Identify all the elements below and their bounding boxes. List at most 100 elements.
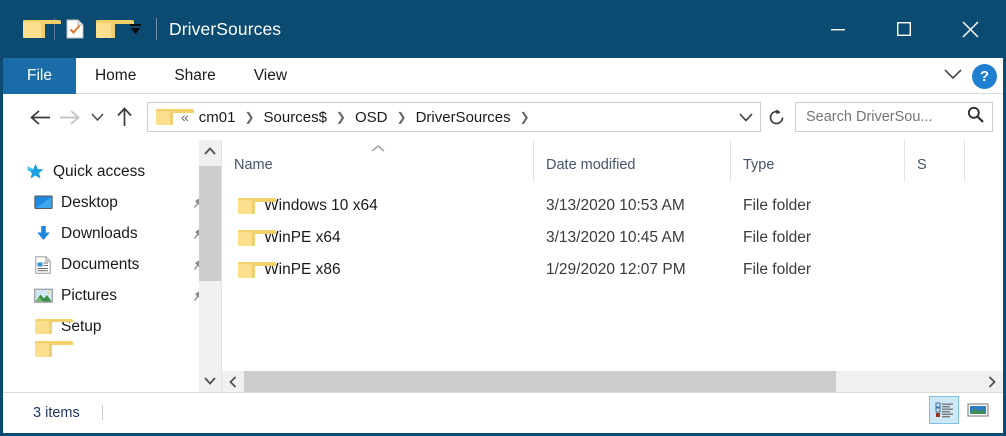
- title-bar: DriverSources: [3, 0, 1003, 58]
- folder-icon: [238, 262, 276, 278]
- status-divider: [101, 405, 103, 420]
- file-name-label: Windows 10 x64: [264, 197, 378, 214]
- scroll-up-icon[interactable]: [199, 140, 221, 162]
- sidebar-item-documents[interactable]: Documents: [3, 249, 221, 280]
- file-name-cell[interactable]: WinPE x64: [222, 229, 534, 247]
- search-box[interactable]: [795, 102, 993, 132]
- file-list-pane: Name Date modified Type S: [221, 140, 1003, 393]
- sidebar-item-downloads[interactable]: Downloads: [3, 218, 221, 249]
- sidebar-item-quick-access[interactable]: Quick access: [3, 156, 221, 187]
- file-type-cell: File folder: [743, 197, 812, 214]
- column-header-label: Type: [743, 157, 775, 173]
- file-date-cell: 1/29/2020 12:07 PM: [546, 261, 686, 278]
- horizontal-scroll-track[interactable]: [244, 370, 981, 393]
- sidebar-item-setup[interactable]: Setup: [3, 311, 221, 342]
- navigation-scroll-thumb[interactable]: [199, 166, 221, 281]
- minimize-button[interactable]: [805, 0, 871, 58]
- tab-view[interactable]: View: [253, 67, 288, 84]
- picture-icon: [33, 287, 53, 305]
- navigation-scrollbar[interactable]: [199, 140, 221, 392]
- file-type-cell: File folder: [743, 261, 812, 278]
- forward-button[interactable]: [55, 102, 85, 132]
- navigation-scroll-track[interactable]: [199, 162, 221, 370]
- window-title: DriverSources: [169, 18, 282, 39]
- tab-file[interactable]: File: [3, 58, 76, 94]
- details-view-button[interactable]: [929, 396, 959, 424]
- column-header-date-modified[interactable]: Date modified: [534, 140, 731, 182]
- breadcrumb-separator-icon[interactable]: ❯: [244, 110, 255, 124]
- quick-access-toolbar: [19, 0, 169, 58]
- view-mode-buttons: [929, 396, 993, 424]
- breadcrumb-separator-icon[interactable]: ❯: [519, 110, 530, 124]
- sort-ascending-icon: [371, 143, 385, 155]
- star-icon: [25, 163, 45, 181]
- table-row[interactable]: Windows 10 x64 3/13/2020 10:53 AM File f…: [222, 190, 1003, 222]
- document-icon: [33, 255, 53, 274]
- tab-home[interactable]: Home: [94, 67, 137, 84]
- table-row[interactable]: WinPE x86 1/29/2020 12:07 PM File folder: [222, 254, 1003, 286]
- file-type-cell: File folder: [743, 229, 812, 246]
- window-folder-icon[interactable]: [19, 12, 61, 46]
- window-frame-bottom: [3, 433, 1006, 436]
- column-header-label: Date modified: [546, 157, 636, 173]
- sidebar-item-pictures[interactable]: Pictures: [3, 280, 221, 311]
- breadcrumb-item-sources[interactable]: Sources$: [263, 108, 327, 126]
- up-button[interactable]: [109, 102, 139, 132]
- large-icons-view-button[interactable]: [963, 396, 993, 424]
- file-date-cell: 3/13/2020 10:45 AM: [546, 229, 685, 246]
- column-header-type[interactable]: Type: [731, 140, 905, 182]
- file-name-cell[interactable]: WinPE x86: [222, 261, 534, 279]
- new-folder-icon[interactable]: [90, 12, 134, 46]
- scroll-left-icon[interactable]: [222, 371, 244, 393]
- sidebar-item-partial[interactable]: [3, 340, 221, 358]
- file-name-label: WinPE x86: [264, 261, 341, 278]
- scroll-down-icon[interactable]: [199, 370, 221, 392]
- navigation-pane: Quick access Desktop: [3, 140, 221, 392]
- column-header-name[interactable]: Name: [222, 140, 534, 182]
- breadcrumb-folder-icon: [156, 109, 194, 125]
- breadcrumb-overflow-icon[interactable]: «: [181, 109, 189, 125]
- window-controls: [805, 0, 1003, 58]
- customize-qat-chevron-icon[interactable]: [120, 12, 150, 46]
- sidebar-item-label: Pictures: [61, 286, 117, 304]
- refresh-icon[interactable]: [761, 102, 791, 132]
- address-dropdown-chevron-icon[interactable]: [732, 103, 760, 131]
- file-name-cell[interactable]: Windows 10 x64: [222, 197, 534, 215]
- file-rows: Windows 10 x64 3/13/2020 10:53 AM File f…: [222, 182, 1003, 370]
- horizontal-scroll-thumb[interactable]: [244, 370, 836, 393]
- breadcrumb-item-cm01[interactable]: cm01: [198, 108, 236, 126]
- sidebar-item-label: Documents: [61, 255, 140, 273]
- folder-icon: [238, 198, 276, 214]
- sidebar-item-label: Desktop: [61, 193, 118, 211]
- help-icon[interactable]: ?: [972, 63, 997, 89]
- recent-locations-chevron-icon[interactable]: [85, 102, 109, 132]
- breadcrumb[interactable]: « cm01 ❯ Sources$ ❯ OSD ❯ DriverSources …: [147, 102, 761, 132]
- search-input[interactable]: [806, 109, 967, 125]
- close-button[interactable]: [937, 0, 1003, 58]
- scroll-right-icon[interactable]: [981, 371, 1003, 393]
- back-button[interactable]: [25, 102, 55, 132]
- folder-icon: [33, 340, 73, 358]
- search-icon[interactable]: [967, 106, 984, 128]
- item-count-label: 3 items: [33, 404, 80, 421]
- breadcrumb-item-osd[interactable]: OSD: [354, 108, 388, 126]
- sidebar-item-label: Quick access: [53, 162, 146, 180]
- column-header-label: Name: [234, 157, 273, 173]
- address-bar: « cm01 ❯ Sources$ ❯ OSD ❯ DriverSources …: [3, 94, 1003, 140]
- tab-share[interactable]: Share: [174, 67, 216, 84]
- ribbon-right-controls: ?: [944, 58, 997, 94]
- status-bar: 3 items: [3, 392, 1003, 432]
- properties-icon[interactable]: [60, 12, 90, 46]
- file-name-label: WinPE x64: [264, 229, 341, 246]
- table-row[interactable]: WinPE x64 3/13/2020 10:45 AM File folder: [222, 222, 1003, 254]
- maximize-button[interactable]: [871, 0, 937, 58]
- breadcrumb-separator-icon[interactable]: ❯: [335, 110, 346, 124]
- sidebar-item-desktop[interactable]: Desktop: [3, 187, 221, 218]
- horizontal-scrollbar[interactable]: [222, 370, 1003, 393]
- expand-ribbon-chevron-icon[interactable]: [944, 67, 962, 85]
- breadcrumb-item-driversources[interactable]: DriverSources: [415, 108, 511, 126]
- ribbon-tabs: File Home Share View ?: [3, 58, 1003, 94]
- breadcrumb-separator-icon[interactable]: ❯: [396, 110, 407, 124]
- column-header-size[interactable]: S: [905, 140, 965, 182]
